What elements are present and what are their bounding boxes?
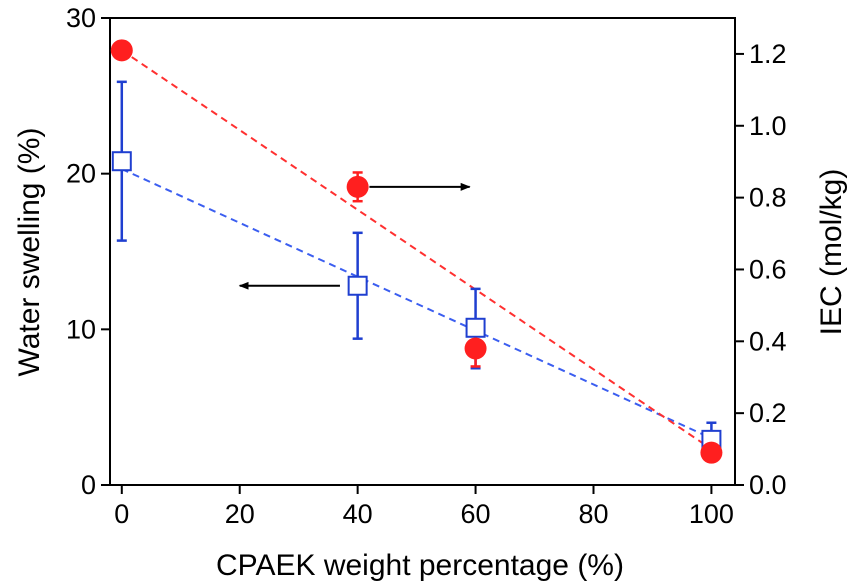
- y-axis-title-left: Water swelling (%): [13, 128, 46, 377]
- annotation-arrows: [238, 182, 471, 290]
- trendline-series-0: [121, 168, 712, 440]
- data-markers: [110, 39, 723, 464]
- y-tick-label-right: 0.8: [749, 183, 787, 213]
- y-tick-label-right: 1.2: [749, 39, 787, 69]
- x-tick-label: 40: [343, 499, 373, 529]
- y-tick-label-left: 20: [66, 159, 96, 189]
- data-point-square: [347, 275, 368, 296]
- x-tick-label: 80: [578, 499, 608, 529]
- x-tick-label: 0: [114, 499, 129, 529]
- trendlines: [121, 49, 712, 450]
- y-tick-label-left: 30: [66, 3, 96, 33]
- y-axis-title-right: IEC (mol/kg): [815, 169, 848, 336]
- x-tick-label: 20: [225, 499, 255, 529]
- y-tick-label-right: 0.2: [749, 398, 787, 428]
- data-point-square: [465, 317, 486, 338]
- y-tick-label-right: 0.6: [749, 254, 787, 284]
- y-tick-label-right: 1.0: [749, 111, 787, 141]
- data-point-circle: [700, 441, 723, 464]
- y-tick-label-right: 0.4: [749, 326, 787, 356]
- x-axis-title: CPAEK weight percentage (%): [216, 549, 624, 582]
- y-tick-label-left: 10: [66, 314, 96, 344]
- data-point-circle: [346, 175, 369, 198]
- y-tick-label-left: 0: [81, 470, 96, 500]
- x-tick-label: 100: [689, 499, 734, 529]
- data-point-circle: [464, 337, 487, 360]
- data-point-circle: [110, 39, 133, 62]
- trendline-series-1: [121, 49, 712, 450]
- axis-ticks: 0 20 40 60 80 100 0 10 20 30 0.0 0.2 0.4 0.6 0.8 1.0 1.2: [66, 3, 787, 529]
- data-point-square: [111, 151, 132, 172]
- error-bars: [116, 80, 717, 460]
- y-tick-label-right: 0.0: [749, 470, 787, 500]
- plot-frame: [109, 17, 736, 486]
- x-tick-label: 60: [461, 499, 491, 529]
